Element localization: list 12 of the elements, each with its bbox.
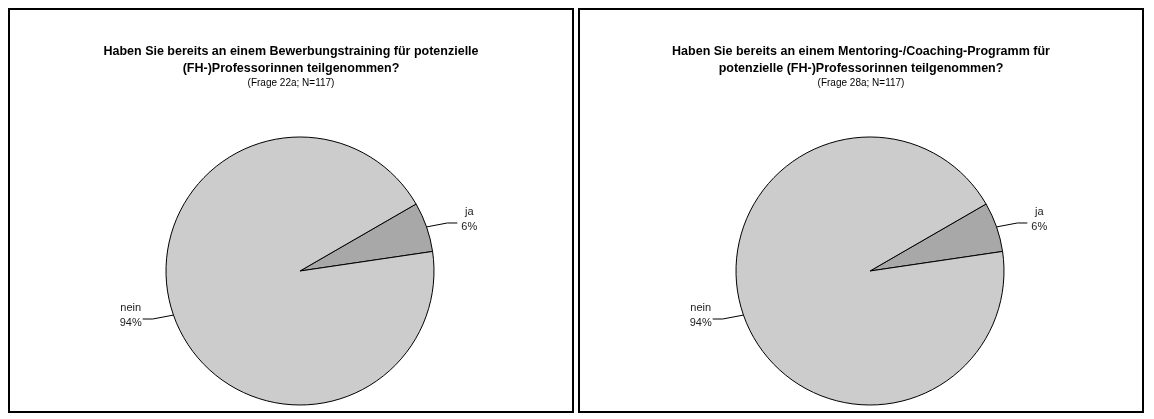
- data-label: 94%: [119, 316, 142, 329]
- data-label: 6%: [1031, 219, 1048, 232]
- chart-subtitle: (Frage 22a; N=117): [247, 77, 335, 88]
- slice-label: ja: [464, 204, 475, 217]
- slice-label: nein: [690, 301, 712, 314]
- data-label: 94%: [689, 316, 712, 329]
- chart-title: Haben Sie bereits an einem Mentoring-/Coaching-Programm für potenzielle (FH-)Professorinnen teilgenommen?: [671, 43, 1051, 77]
- data-label: 6%: [461, 219, 478, 232]
- chart-title: Haben Sie bereits an einem Bewerbungstraining für potenzielle (FH-)Professorinnen teilgenommen?: [102, 43, 480, 77]
- slice-label: nein: [120, 301, 142, 314]
- slice-label: ja: [1034, 204, 1045, 217]
- chart-subtitle: (Frage 28a; N=117): [817, 77, 905, 88]
